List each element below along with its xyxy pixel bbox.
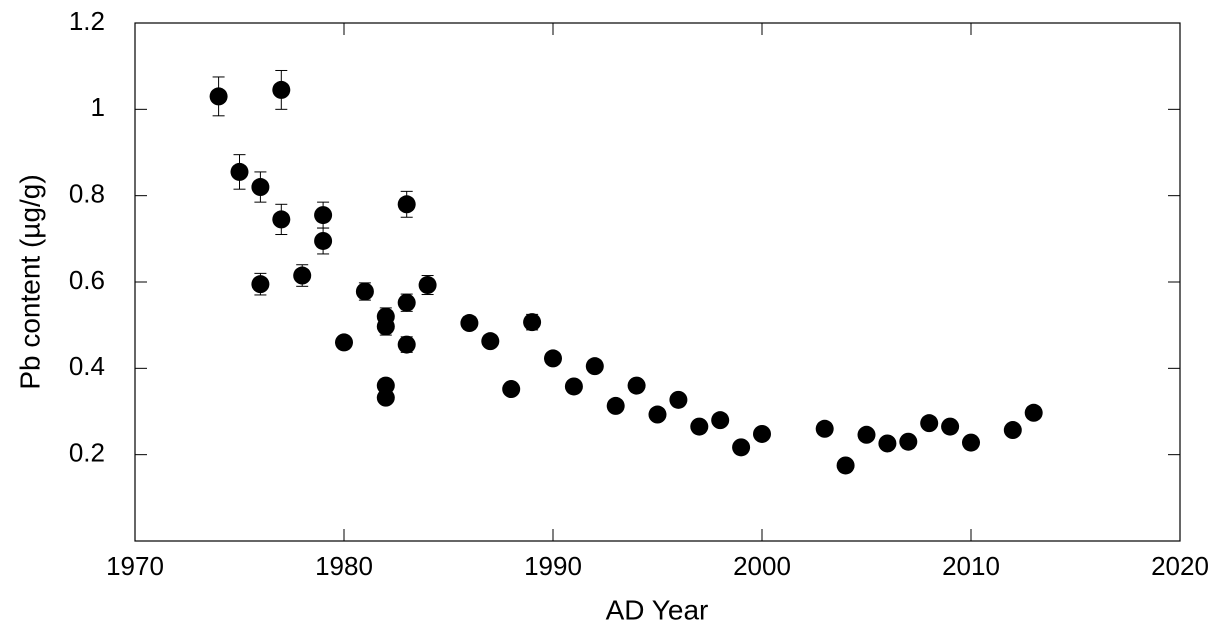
y-tick-label: 0.8: [69, 179, 105, 209]
point: [314, 231, 333, 250]
point: [585, 357, 604, 376]
point: [397, 293, 416, 312]
point: [335, 333, 353, 352]
x-axis-label: AD Year: [606, 594, 709, 625]
point: [564, 377, 583, 396]
plot-frame: [134, 22, 1181, 542]
y-tick-label: 0.2: [69, 438, 105, 468]
point: [544, 349, 562, 368]
point: [376, 388, 395, 407]
point: [209, 87, 228, 106]
point: [669, 390, 688, 409]
x-tick-label: 1970: [106, 551, 164, 581]
point: [648, 405, 667, 424]
point: [1003, 421, 1022, 440]
point: [627, 376, 646, 395]
x-tick-label: 2020: [1151, 551, 1209, 581]
point: [690, 417, 709, 436]
point: [293, 266, 312, 285]
point: [376, 317, 395, 336]
point: [920, 414, 939, 433]
point: [732, 438, 751, 457]
point: [251, 178, 270, 197]
point: [397, 335, 416, 354]
point: [606, 396, 625, 415]
point: [481, 332, 500, 351]
point: [857, 425, 876, 444]
point: [878, 434, 897, 453]
x-tick-label: 2000: [733, 551, 791, 581]
point: [314, 206, 333, 225]
y-tick-label: 1.2: [69, 6, 105, 36]
point: [941, 417, 960, 436]
point: [355, 282, 374, 301]
point: [230, 162, 249, 181]
point: [899, 432, 918, 451]
point: [397, 195, 416, 214]
point: [251, 275, 270, 294]
x-tick-label: 1990: [524, 551, 582, 581]
y-tick-label: 0.4: [69, 351, 105, 381]
point: [460, 314, 479, 333]
point: [502, 380, 521, 399]
point: [815, 419, 834, 438]
x-tick-label: 2010: [942, 551, 1000, 581]
point: [836, 456, 855, 475]
point: [272, 210, 291, 229]
point: [711, 411, 730, 430]
point: [962, 433, 980, 452]
point: [753, 424, 771, 443]
point: [418, 276, 437, 295]
x-tick-label: 1980: [315, 551, 373, 581]
point: [523, 313, 542, 332]
point: [1024, 403, 1043, 422]
y-axis-label: Pb content (µg/g): [14, 174, 45, 389]
y-tick-label: 1: [91, 92, 105, 122]
y-tick-label: 0.6: [69, 265, 105, 295]
point: [272, 80, 291, 99]
